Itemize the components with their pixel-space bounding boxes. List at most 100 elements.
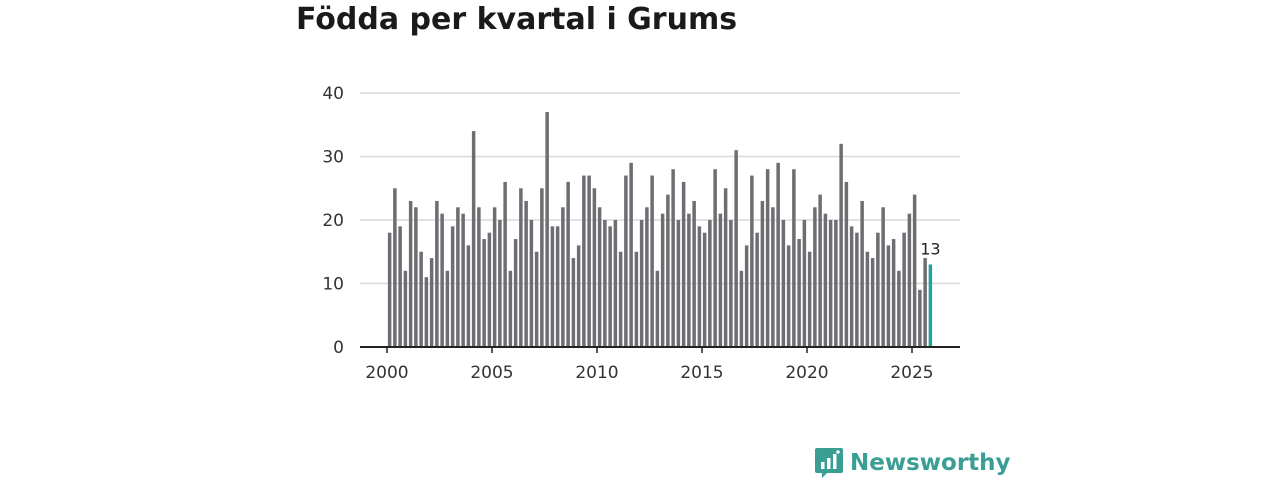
chart-title: Födda per kvartal i Grums bbox=[296, 2, 738, 37]
bar bbox=[771, 207, 775, 347]
bar bbox=[834, 220, 838, 347]
bar bbox=[923, 258, 927, 347]
bars bbox=[387, 112, 933, 347]
y-tick-label: 20 bbox=[322, 211, 344, 231]
bar bbox=[450, 226, 455, 347]
bar bbox=[608, 226, 612, 347]
bar bbox=[776, 162, 780, 347]
bar bbox=[876, 232, 880, 347]
bar bbox=[755, 232, 759, 347]
bar bbox=[524, 200, 528, 347]
bar bbox=[393, 188, 397, 347]
bar bbox=[419, 251, 423, 347]
newsworthy-logo-text: Newsworthy bbox=[850, 450, 1011, 476]
bar bbox=[445, 270, 450, 347]
bar bbox=[655, 270, 660, 347]
x-tick-label: 2000 bbox=[365, 363, 408, 383]
bar bbox=[849, 226, 854, 347]
bar bbox=[550, 226, 555, 347]
bar bbox=[498, 220, 502, 347]
bar bbox=[786, 245, 791, 347]
bar bbox=[618, 251, 623, 347]
bar bbox=[540, 188, 544, 347]
bar bbox=[613, 220, 618, 347]
bar bbox=[818, 194, 822, 347]
bar bbox=[629, 162, 633, 347]
bar bbox=[860, 200, 864, 347]
bar bbox=[487, 232, 492, 347]
bar bbox=[697, 226, 702, 347]
bar bbox=[513, 239, 518, 347]
bar bbox=[634, 251, 639, 347]
bar bbox=[792, 169, 796, 347]
bar bbox=[587, 175, 591, 347]
bar bbox=[723, 188, 728, 347]
bar bbox=[592, 188, 597, 347]
bar bbox=[660, 213, 665, 347]
bar bbox=[823, 213, 828, 347]
bar bbox=[492, 207, 497, 347]
bar bbox=[461, 213, 465, 347]
bar bbox=[739, 270, 744, 347]
bar bbox=[687, 213, 691, 347]
bar bbox=[702, 232, 707, 347]
bar bbox=[886, 245, 891, 347]
newsworthy-logo[interactable]: Newsworthy bbox=[814, 446, 1011, 480]
bar bbox=[865, 251, 870, 347]
last-value-label: 13 bbox=[920, 239, 940, 258]
bar bbox=[414, 207, 418, 347]
bar bbox=[534, 251, 539, 347]
bar bbox=[403, 270, 408, 347]
bar bbox=[471, 131, 476, 347]
bar bbox=[802, 220, 807, 347]
bar bbox=[456, 207, 460, 347]
bar bbox=[750, 175, 754, 347]
bar bbox=[639, 220, 644, 347]
bar bbox=[902, 232, 906, 347]
bar bbox=[503, 181, 507, 347]
bar bbox=[839, 143, 843, 347]
bar bbox=[582, 175, 586, 347]
bar bbox=[681, 181, 686, 347]
bar bbox=[666, 194, 670, 347]
bar bbox=[555, 226, 560, 347]
bar bbox=[529, 220, 534, 347]
bar bbox=[645, 207, 649, 347]
bar bbox=[545, 112, 549, 347]
bar bbox=[891, 239, 896, 347]
bar bbox=[387, 232, 392, 347]
bar bbox=[797, 239, 801, 347]
bar bbox=[676, 220, 681, 347]
bar bbox=[508, 270, 513, 347]
bar bbox=[566, 181, 570, 347]
x-tick-label: 2020 bbox=[785, 363, 828, 383]
bar bbox=[744, 245, 749, 347]
bar bbox=[624, 175, 628, 347]
bar bbox=[718, 213, 723, 347]
y-tick-label: 0 bbox=[333, 338, 344, 358]
bar bbox=[466, 245, 471, 347]
bar bbox=[429, 258, 434, 347]
x-axis-ticks: 2000 2005 2010 2015 2020 2025 bbox=[365, 347, 934, 383]
bar bbox=[519, 188, 523, 347]
bar bbox=[760, 200, 765, 347]
bar bbox=[576, 245, 581, 347]
bar bbox=[571, 258, 576, 347]
bar bbox=[477, 207, 481, 347]
y-tick-label: 30 bbox=[322, 148, 344, 168]
bar bbox=[881, 207, 885, 347]
bar bbox=[918, 289, 922, 347]
bar bbox=[671, 169, 675, 347]
bar bbox=[729, 220, 733, 347]
bar bbox=[398, 226, 402, 347]
bar bbox=[713, 169, 717, 347]
bar bbox=[807, 251, 812, 347]
bar-highlight bbox=[928, 264, 933, 347]
bar bbox=[734, 150, 738, 347]
x-tick-label: 2015 bbox=[680, 363, 723, 383]
newsworthy-logo-icon bbox=[815, 448, 843, 478]
x-tick-label: 2025 bbox=[890, 363, 933, 383]
bar bbox=[912, 194, 917, 347]
bar bbox=[561, 207, 565, 347]
